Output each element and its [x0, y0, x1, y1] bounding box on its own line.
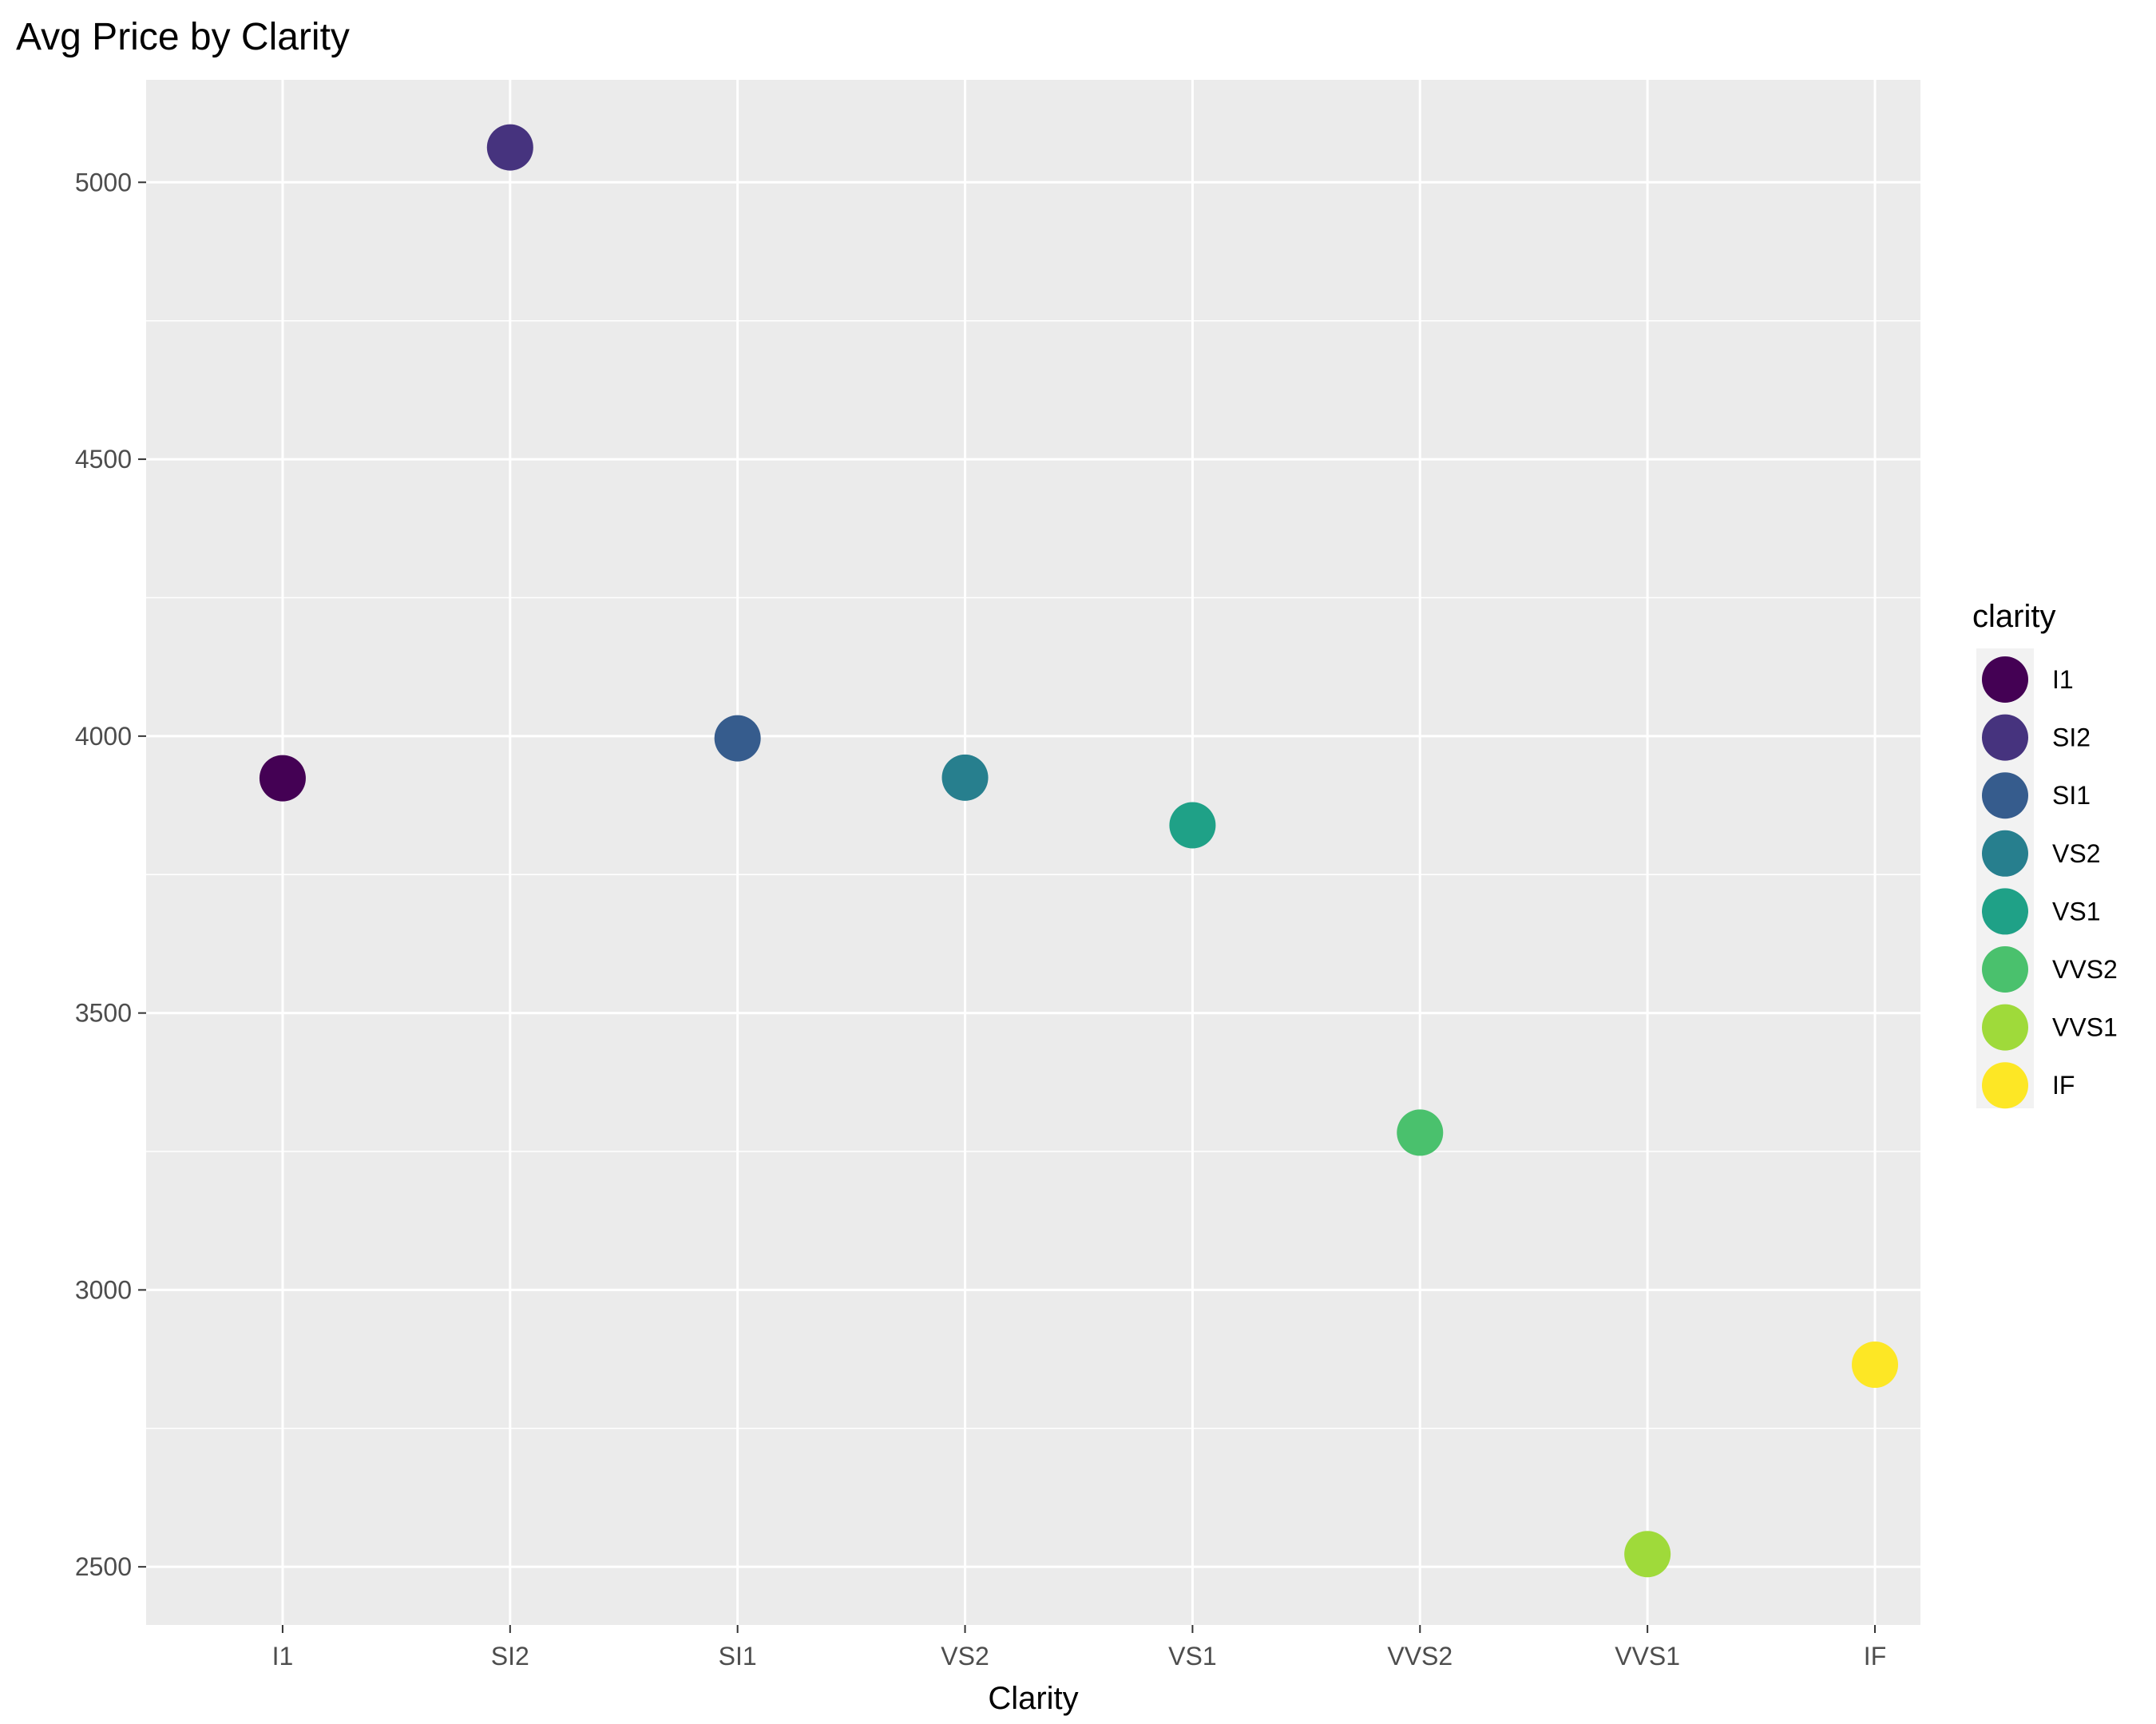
data-point-vvs1	[1624, 1531, 1671, 1578]
x-tick-label: SI1	[719, 1642, 757, 1670]
x-tick-label: VVS1	[1615, 1642, 1680, 1670]
plot-panel	[146, 80, 1920, 1625]
x-tick-label: SI2	[491, 1642, 529, 1670]
legend-label: IF	[2052, 1071, 2075, 1100]
y-tick-label: 5000	[75, 168, 132, 196]
y-tick-label: 4000	[75, 722, 132, 751]
chart-title: Avg Price by Clarity	[16, 16, 350, 58]
legend-title: clarity	[1972, 599, 2055, 634]
x-tick-label: I1	[272, 1642, 294, 1670]
x-tick-label: IF	[1864, 1642, 1886, 1670]
legend-label: SI2	[2052, 723, 2091, 752]
legend-label: SI1	[2052, 781, 2091, 810]
legend-key-vs2	[1982, 830, 2028, 877]
y-tick-label: 4500	[75, 445, 132, 474]
data-point-if	[1852, 1342, 1899, 1389]
y-tick-label: 3000	[75, 1275, 132, 1304]
legend-key-vvs1	[1982, 1004, 2028, 1051]
grid-minor	[146, 319, 1920, 1429]
x-tick-label: VS1	[1168, 1642, 1216, 1670]
legend-items: I1 SI2 SI1 VS2 VS1 VVS2 VVS1 IF	[1982, 656, 2118, 1109]
legend-key-si2	[1982, 714, 2028, 761]
legend-label: VVS2	[2052, 955, 2118, 984]
x-tick-label: VS2	[941, 1642, 989, 1670]
y-tick-label: 2500	[75, 1552, 132, 1581]
x-axis-title: Clarity	[988, 1681, 1078, 1716]
legend-label: VS1	[2052, 897, 2100, 925]
x-axis: I1 SI2 SI1 VS2 VS1 VVS2 VVS1 IF	[272, 1625, 1886, 1670]
data-point-si2	[486, 124, 533, 171]
x-tick-label: VVS2	[1387, 1642, 1453, 1670]
legend-label: VS2	[2052, 839, 2100, 868]
data-point-vvs2	[1397, 1109, 1444, 1156]
legend: clarity I1 SI2 SI1 VS2 VS1 VVS2 VVS1 IF	[1972, 599, 2118, 1109]
legend-key-vvs2	[1982, 946, 2028, 993]
legend-key-vs1	[1982, 888, 2028, 935]
legend-key-i1	[1982, 656, 2028, 703]
data-point-si1	[714, 715, 761, 762]
y-tick-label: 3500	[75, 999, 132, 1028]
data-point-vs1	[1169, 802, 1216, 849]
y-axis: 2500 3000 3500 4000 4500 5000	[75, 168, 146, 1581]
legend-label: VVS1	[2052, 1013, 2118, 1042]
legend-label: I1	[2052, 665, 2074, 694]
legend-key-if	[1982, 1062, 2028, 1109]
data-point-i1	[259, 755, 306, 802]
data-points	[259, 124, 1899, 1578]
data-point-vs2	[941, 754, 989, 801]
legend-key-si1	[1982, 772, 2028, 819]
